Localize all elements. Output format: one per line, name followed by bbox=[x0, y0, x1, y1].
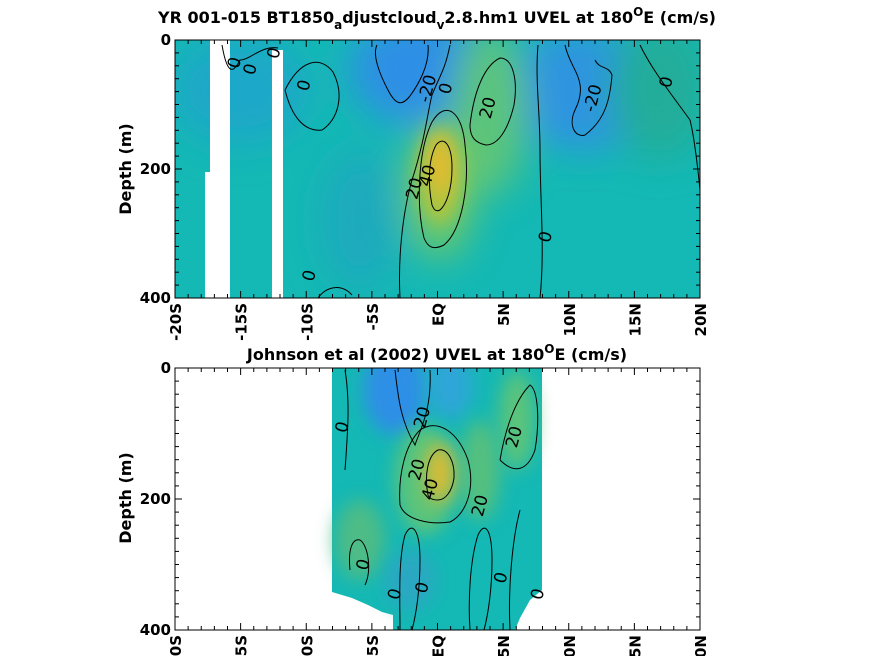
bottom-y-tick-label: 0 bbox=[161, 359, 171, 377]
bottom-axes: -20S -15S -10S -5S EQ 5N 10N 15N 20N 0 200 400 Dep… bbox=[116, 359, 710, 656]
bottom-contour-label: 0 bbox=[490, 570, 512, 586]
bottom-contour-label: 0 bbox=[353, 557, 375, 573]
bottom-x-tick-label: -15S bbox=[233, 635, 251, 656]
top-contour-label: 0 bbox=[263, 45, 285, 61]
bottom-contour-label: 0 bbox=[527, 586, 549, 602]
top-missing-data bbox=[205, 40, 283, 298]
top-contour-label: 0 bbox=[535, 229, 557, 245]
bottom-y-tick-label: 200 bbox=[140, 490, 171, 508]
bottom-x-tick-label: 5N bbox=[495, 635, 513, 656]
top-contours bbox=[221, 44, 700, 298]
top-x-tick-label: 15N bbox=[626, 303, 644, 336]
bottom-panel: Johnson et al (2002) UVEL at 180OE (cm/s… bbox=[116, 342, 710, 656]
bottom-x-tick-label: EQ bbox=[430, 635, 448, 656]
top-contour-label: 0 bbox=[656, 74, 678, 90]
bottom-x-tick-label: -20S bbox=[167, 635, 185, 656]
top-x-tick-label: 10N bbox=[561, 303, 579, 336]
bottom-contour-label: 0 bbox=[412, 580, 434, 596]
bottom-contour-label: 0 bbox=[332, 419, 354, 435]
top-x-tick-label: 20N bbox=[692, 303, 710, 336]
top-x-tick-label: -5S bbox=[364, 303, 382, 330]
top-x-tick-label: EQ bbox=[430, 303, 448, 326]
top-contour-label: 0 bbox=[294, 78, 316, 94]
top-panel: YR 001-015 BT1850adjustcloudv2.8.hm1 UVE… bbox=[116, 5, 716, 341]
top-contour-label: 0 bbox=[435, 81, 457, 97]
top-axes: -20S -15S -10S -5S EQ 5N 10N 15N 20N 0 200 400 Dep… bbox=[116, 31, 710, 341]
top-x-tick-label: -15S bbox=[233, 303, 251, 341]
top-contour-label: 0 bbox=[240, 61, 262, 77]
top-y-tick-label: 200 bbox=[140, 160, 171, 178]
top-y-tick-label: 0 bbox=[161, 31, 171, 49]
bottom-x-tick-label: -10S bbox=[298, 635, 316, 656]
top-title: YR 001-015 BT1850adjustcloudv2.8.hm1 UVE… bbox=[157, 5, 716, 32]
bottom-x-tick-label: 10N bbox=[561, 635, 579, 656]
bottom-x-tick-label: 15N bbox=[626, 635, 644, 656]
bottom-x-tick-label: -5S bbox=[364, 635, 382, 656]
top-contour-label: 0 bbox=[224, 55, 246, 71]
bottom-y-tick-label: 400 bbox=[140, 621, 171, 639]
top-x-tick-label: -20S bbox=[167, 303, 185, 341]
top-x-tick-label: 5N bbox=[495, 303, 513, 326]
top-y-tick-label: 400 bbox=[140, 289, 171, 307]
top-y-axis-label: Depth (m) bbox=[116, 123, 135, 215]
bottom-x-tick-label: 20N bbox=[692, 635, 710, 656]
top-contour-label: 0 bbox=[299, 268, 321, 284]
bottom-contour-label: 0 bbox=[384, 586, 406, 602]
bottom-contours bbox=[344, 369, 539, 630]
bottom-title: Johnson et al (2002) UVEL at 180OE (cm/s… bbox=[246, 342, 627, 364]
bottom-y-axis-label: Depth (m) bbox=[116, 452, 135, 544]
top-x-tick-label: -10S bbox=[298, 303, 316, 341]
